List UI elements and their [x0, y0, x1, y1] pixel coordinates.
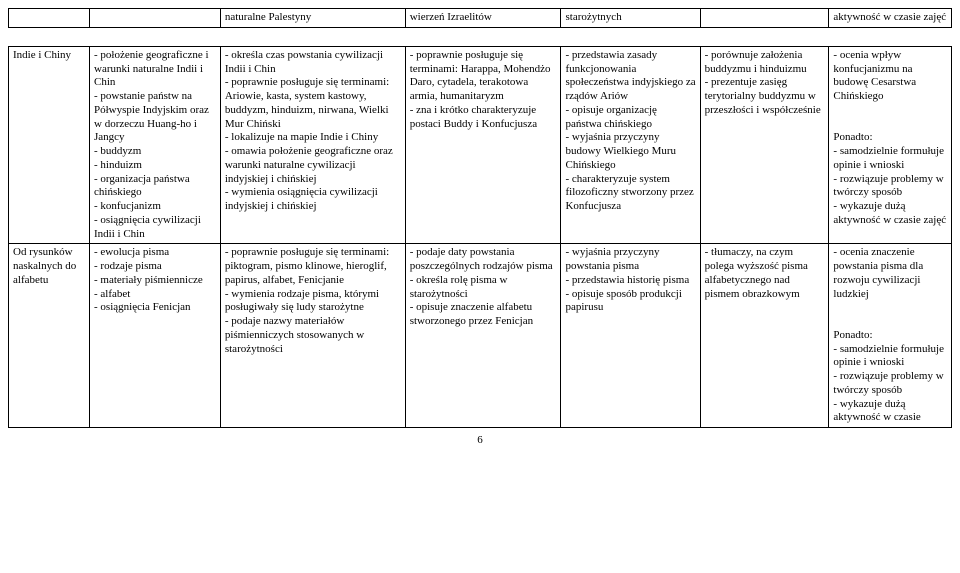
- cell: - tłumaczy, na czym polega wyższość pism…: [700, 244, 829, 428]
- cell: starożytnych: [561, 9, 700, 28]
- cell: Indie i Chiny: [9, 46, 90, 244]
- cell: - ocenia wpływ konfucjanizmu na budowę C…: [829, 46, 952, 244]
- table-gap: [8, 28, 952, 46]
- cell: - ewolucja pisma- rodzaje pisma- materia…: [90, 244, 221, 428]
- cell: - porównuje założenia buddyzmu i hinduiz…: [700, 46, 829, 244]
- cell: - ocenia znaczenie powstania pisma dla r…: [829, 244, 952, 428]
- cell: [90, 9, 221, 28]
- cell: wierzeń Izraelitów: [405, 9, 561, 28]
- cell: naturalne Palestyny: [220, 9, 405, 28]
- cell: - przedstawia zasady funkcjonowania społ…: [561, 46, 700, 244]
- cell: aktywność w czasie zajęć: [829, 9, 952, 28]
- cell: [9, 9, 90, 28]
- cell: - określa czas powstania cywilizacji Ind…: [220, 46, 405, 244]
- table-row: naturalne Palestyny wierzeń Izraelitów s…: [9, 9, 952, 28]
- cell: - położenie geograficzne i warunki natur…: [90, 46, 221, 244]
- cell: Od rysunków naskalnych do alfabetu: [9, 244, 90, 428]
- top-fragment-table: naturalne Palestyny wierzeń Izraelitów s…: [8, 8, 952, 28]
- table-row: Indie i Chiny - położenie geograficzne i…: [9, 46, 952, 244]
- cell: - poprawnie posługuje się terminami: pik…: [220, 244, 405, 428]
- cell: - wyjaśnia przyczyny powstania pisma- pr…: [561, 244, 700, 428]
- page-number: 6: [8, 434, 952, 446]
- main-table: Indie i Chiny - położenie geograficzne i…: [8, 46, 952, 428]
- cell: - podaje daty powstania poszczególnych r…: [405, 244, 561, 428]
- cell: - poprawnie posługuje się terminami: Har…: [405, 46, 561, 244]
- table-row: Od rysunków naskalnych do alfabetu - ewo…: [9, 244, 952, 428]
- cell: [700, 9, 829, 28]
